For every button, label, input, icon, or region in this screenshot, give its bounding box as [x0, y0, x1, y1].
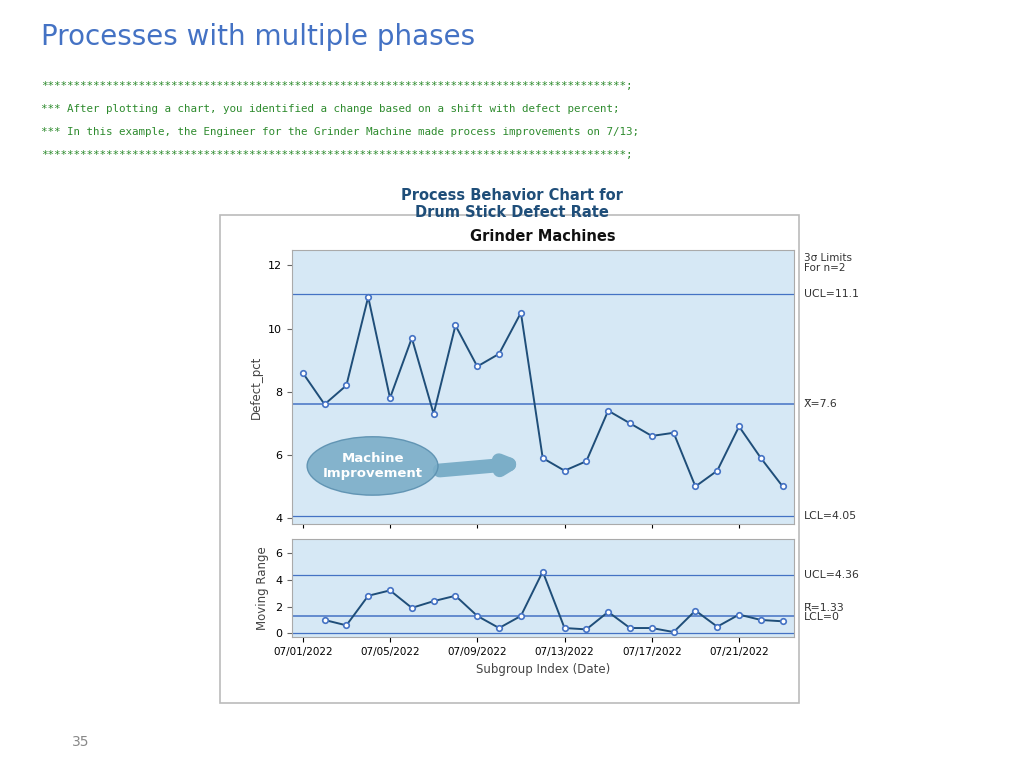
Text: UCL=11.1: UCL=11.1 — [804, 289, 859, 299]
Text: *** In this example, the Engineer for the Grinder Machine made process improveme: *** In this example, the Engineer for th… — [41, 127, 639, 137]
Text: Machine
Improvement: Machine Improvement — [323, 452, 423, 480]
Text: X̅=7.6: X̅=7.6 — [804, 399, 838, 409]
Y-axis label: Moving Range: Moving Range — [256, 547, 269, 631]
Text: Drum Stick Defect Rate: Drum Stick Defect Rate — [415, 205, 609, 220]
Title: Grinder Machines: Grinder Machines — [470, 230, 615, 244]
X-axis label: Subgroup Index (Date): Subgroup Index (Date) — [475, 663, 610, 676]
Text: R̅=1.33: R̅=1.33 — [804, 603, 845, 613]
Text: *** After plotting a chart, you identified a change based on a shift with defect: *** After plotting a chart, you identifi… — [41, 104, 620, 114]
Text: For n=2: For n=2 — [804, 263, 846, 273]
Text: LCL=4.05: LCL=4.05 — [804, 511, 857, 521]
Text: Process Behavior Chart for: Process Behavior Chart for — [401, 188, 623, 204]
Y-axis label: Defect_pct: Defect_pct — [250, 356, 262, 419]
Text: 3σ Limits: 3σ Limits — [804, 253, 852, 263]
Text: ********************************************************************************: ****************************************… — [41, 81, 633, 91]
Text: LCL=0: LCL=0 — [804, 612, 840, 622]
Text: UCL=4.36: UCL=4.36 — [804, 570, 859, 580]
Text: ********************************************************************************: ****************************************… — [41, 150, 633, 160]
Text: 35: 35 — [72, 735, 89, 749]
Ellipse shape — [307, 437, 438, 495]
Text: Processes with multiple phases: Processes with multiple phases — [41, 23, 475, 51]
